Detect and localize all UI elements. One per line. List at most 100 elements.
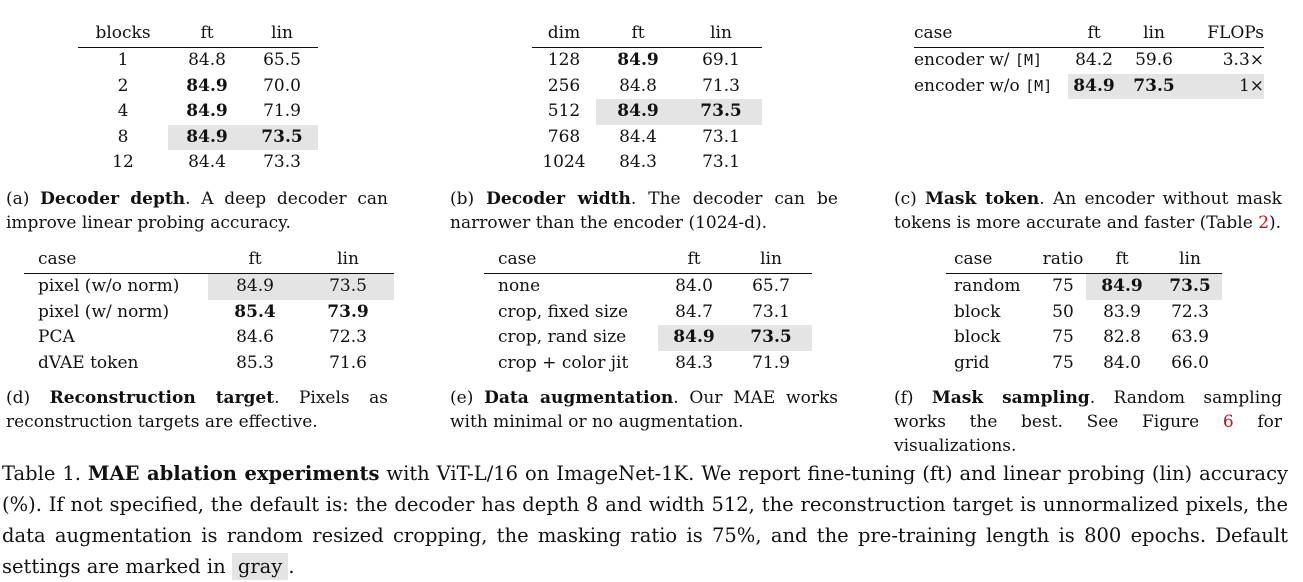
cell: 1× xyxy=(1188,73,1264,99)
cell: 84.4 xyxy=(619,126,657,147)
cell: 72.3 xyxy=(1171,301,1209,322)
col-header-lin: lin xyxy=(246,22,318,48)
cell: 73.5 xyxy=(680,99,762,125)
caption-e: (e) Data augmentation. Our MAE works wit… xyxy=(450,386,838,434)
cell: 73.5 xyxy=(302,273,394,300)
table-row: 1024 84.3 73.1 xyxy=(532,150,762,176)
cell: encoder w/o [M] xyxy=(914,74,1068,100)
caption-bold: Data augmentation xyxy=(484,388,674,408)
cell: 84.9 xyxy=(617,50,659,70)
table-row: 2 84.9 70.0 xyxy=(78,74,318,100)
caption-text: . The decoder can be narrower than the e… xyxy=(450,189,838,233)
caption-prefix: (d) xyxy=(6,388,50,408)
cell: 12 xyxy=(112,152,134,172)
cell: 70.0 xyxy=(263,75,301,96)
cell: 84.9 xyxy=(186,75,228,96)
cell: 73.9 xyxy=(327,301,369,322)
cell: 512 xyxy=(547,101,581,121)
cell: 84.4 xyxy=(188,152,226,172)
cell: 4 xyxy=(117,101,129,121)
caption-bold: Decoder width xyxy=(486,189,631,209)
cell: 83.9 xyxy=(1103,301,1141,322)
cell: 8 xyxy=(117,126,129,147)
caption-prefix: (b) xyxy=(450,189,487,209)
cell: block xyxy=(954,327,1001,347)
table-row: encoder w/o [M] 84.9 73.5 1× xyxy=(914,73,1264,100)
table-row: dVAE token 85.3 71.6 xyxy=(24,351,394,377)
cell: 69.1 xyxy=(702,50,740,70)
col-header-case: case xyxy=(24,248,208,274)
table-row: encoder w/ [M] 84.2 59.6 3.3× xyxy=(914,48,1264,74)
cell: pixel (w/ norm) xyxy=(38,301,170,322)
col-header-blocks: blocks xyxy=(78,22,168,48)
caption-c: (c) Mask token. An encoder without mask … xyxy=(894,187,1282,235)
cell: 84.3 xyxy=(675,352,713,373)
cell-text: encoder w/ xyxy=(914,50,1015,70)
cell: 84.9 xyxy=(658,325,730,351)
caption-bold: MAE ablation experiments xyxy=(87,462,380,485)
caption-bold: Mask sampling xyxy=(931,388,1090,408)
col-header-case: case xyxy=(914,22,1068,48)
cell: 73.5 xyxy=(1120,73,1188,99)
caption-f: (f) Mask sampling. Random sampling works… xyxy=(894,386,1282,458)
cell: 71.9 xyxy=(752,352,790,373)
cell: 73.3 xyxy=(263,152,301,172)
caption-text: . A deep decoder can improve linear prob… xyxy=(6,189,388,233)
cell: 256 xyxy=(547,75,581,96)
cell: pixel (w/o norm) xyxy=(38,276,180,296)
col-header-ft: ft xyxy=(1086,248,1158,274)
caption-prefix: (c) xyxy=(894,189,926,209)
col-header-ratio: ratio xyxy=(1040,248,1086,274)
caption-text: . Our MAE works with minimal or no augme… xyxy=(450,388,838,432)
table-b-decoder-width: dim ft lin 128 84.9 69.1 256 84.8 71.3 5… xyxy=(532,22,762,176)
cell: 63.9 xyxy=(1171,327,1209,347)
cell: 128 xyxy=(547,50,581,70)
cell: 85.3 xyxy=(236,352,274,373)
table-row: none 84.0 65.7 xyxy=(484,274,812,300)
cell: 84.0 xyxy=(675,276,713,296)
cell: crop + color jit xyxy=(498,352,629,373)
cell: 85.4 xyxy=(234,301,276,322)
table-row: random 75 84.9 73.5 xyxy=(946,273,1222,300)
table-row: PCA 84.6 72.3 xyxy=(24,325,394,351)
col-header-case: case xyxy=(946,248,1040,274)
table-row: 1 84.8 65.5 xyxy=(78,48,318,74)
table-f-mask-sampling: case ratio ft lin random 75 84.9 73.5 bl… xyxy=(946,248,1222,376)
cell: 84.9 xyxy=(168,124,246,150)
cell: encoder w/ [M] xyxy=(914,48,1068,74)
caption-prefix: (a) xyxy=(6,189,41,209)
caption-bold: Mask token xyxy=(925,189,1040,209)
table-row: 768 84.4 73.1 xyxy=(532,125,762,151)
figure-ref-link[interactable]: 6 xyxy=(1222,412,1234,432)
cell: 84.9 xyxy=(208,273,302,300)
cell: 75 xyxy=(1052,276,1074,296)
mask-token-code: [M] xyxy=(1025,76,1053,95)
cell: random xyxy=(954,276,1021,296)
cell-text: encoder w/o xyxy=(914,75,1026,96)
cell: 84.2 xyxy=(1075,50,1113,70)
table-row: 8 84.9 73.5 xyxy=(78,124,318,150)
col-header-case: case xyxy=(484,248,658,274)
cell: dVAE token xyxy=(38,352,139,373)
col-header-flops: FLOPs xyxy=(1188,22,1264,48)
caption-prefix: Table 1. xyxy=(2,462,88,485)
cell: 75 xyxy=(1052,327,1074,347)
table-row: crop, fixed size 84.7 73.1 xyxy=(484,300,812,326)
caption-text: . An encoder without mask tokens is more… xyxy=(894,189,1282,233)
cell: 84.7 xyxy=(675,301,713,322)
caption-prefix: (e) xyxy=(450,388,485,408)
cell: 84.3 xyxy=(619,152,657,172)
caption-text: with ViT-L/16 on ImageNet-1K. We report … xyxy=(2,462,1289,578)
table-row: 4 84.9 71.9 xyxy=(78,99,318,125)
table-row: 12 84.4 73.3 xyxy=(78,150,318,176)
cell: 73.5 xyxy=(730,325,812,351)
caption-b: (b) Decoder width. The decoder can be na… xyxy=(450,187,838,235)
table-ref-link[interactable]: 2 xyxy=(1258,213,1270,233)
caption-text: . Random sampling works the best. See Fi… xyxy=(894,388,1282,432)
cell: 75 xyxy=(1052,352,1074,373)
table-row: 256 84.8 71.3 xyxy=(532,74,762,100)
cell: 65.7 xyxy=(752,276,790,296)
col-header-lin: lin xyxy=(302,248,394,274)
cell: crop, fixed size xyxy=(498,301,629,322)
table-main-caption: Table 1. MAE ablation experiments with V… xyxy=(2,458,1288,582)
